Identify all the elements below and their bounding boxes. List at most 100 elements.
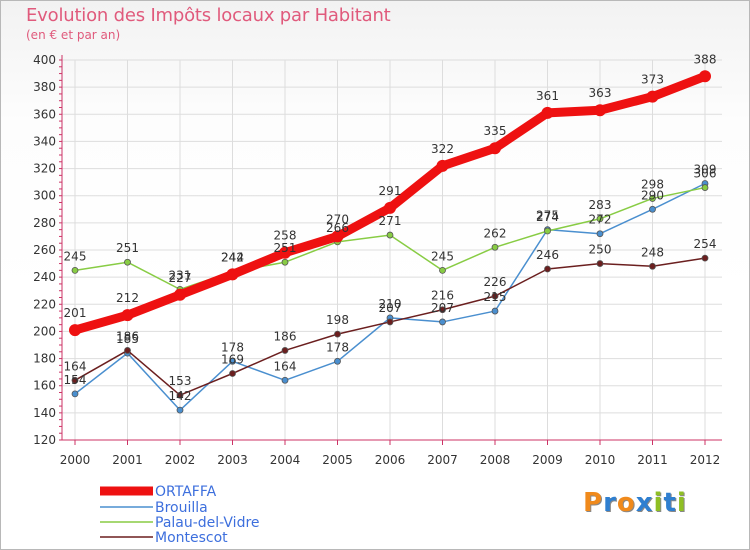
data-label-montescot: 248 [641, 245, 664, 259]
data-point-palau-del-vidre [281, 258, 289, 266]
x-tick-label: 2000 [60, 453, 91, 467]
data-label-palau-del-vidre: 271 [379, 214, 402, 228]
data-label-brouilla: 154 [64, 373, 87, 387]
data-label-montescot: 169 [221, 353, 244, 367]
data-point-montescot [176, 391, 184, 399]
logo-letter: t [663, 488, 677, 518]
data-label-ortaffa: 373 [641, 73, 664, 87]
x-tick-label: 2004 [270, 453, 301, 467]
data-point-ortaffa [489, 142, 501, 155]
data-point-brouilla [439, 318, 446, 326]
chart-subtitle: (en € et par an) [26, 28, 121, 42]
data-label-ortaffa: 258 [274, 229, 297, 243]
data-label-brouilla: 290 [641, 188, 664, 202]
data-point-palau-del-vidre [701, 184, 709, 191]
data-label-palau-del-vidre: 274 [536, 210, 559, 224]
data-label-ortaffa: 361 [536, 89, 559, 103]
data-label-montescot: 198 [326, 313, 349, 327]
y-tick-label: 340 [33, 134, 56, 148]
data-label-brouilla: 309 [694, 163, 717, 177]
data-point-ortaffa [384, 201, 396, 214]
x-tick-label: 2011 [637, 453, 668, 467]
data-label-ortaffa: 322 [431, 142, 454, 156]
data-label-palau-del-vidre: 245 [64, 249, 87, 263]
chart-title: Evolution des Impôts locaux par Habitant [26, 5, 391, 26]
y-tick-label: 200 [33, 324, 56, 338]
data-point-ortaffa [174, 288, 186, 301]
data-point-montescot [334, 330, 341, 338]
data-point-ortaffa [279, 246, 291, 259]
data-label-brouilla: 178 [326, 340, 349, 354]
data-point-brouilla [334, 357, 341, 365]
data-point-montescot [386, 318, 394, 326]
axes: 120 140 160 180 200 220 240 260 280 300 320 340 360 3… [33, 53, 722, 467]
x-tick-label: 2007 [427, 453, 458, 467]
data-point-palau-del-vidre [71, 266, 79, 274]
y-tick-label: 240 [33, 270, 56, 284]
data-label-ortaffa: 335 [484, 124, 507, 138]
x-tick-label: 2003 [217, 453, 248, 467]
data-label-montescot: 250 [589, 243, 612, 257]
data-point-ortaffa [646, 90, 659, 103]
series-lines [69, 70, 711, 414]
data-point-montescot [439, 306, 446, 314]
data-label-montescot: 254 [694, 237, 717, 251]
data-label-palau-del-vidre: 251 [274, 241, 297, 255]
data-label-brouilla: 272 [589, 213, 612, 227]
data-label-montescot: 246 [536, 248, 559, 262]
data-label-brouilla: 275 [536, 209, 559, 223]
legend-label-ortaffa: ORTAFFA [155, 484, 217, 500]
x-tick-label: 2012 [690, 453, 721, 467]
data-point-brouilla [649, 205, 656, 213]
logo-letter: i [676, 488, 687, 518]
data-point-palau-del-vidre [544, 227, 551, 235]
data-point-ortaffa [121, 309, 134, 322]
data-point-ortaffa [226, 268, 239, 281]
data-label-ortaffa: 227 [169, 271, 192, 285]
y-tick-label: 300 [33, 189, 56, 203]
data-label-brouilla: 178 [221, 340, 244, 354]
logo-letter: P [583, 488, 604, 518]
legend-label-palau-del-vidre: Palau-del-Vidre [155, 515, 260, 531]
data-point-palau-del-vidre [124, 258, 131, 266]
data-point-montescot [71, 376, 79, 384]
x-tick-label: 2005 [322, 453, 353, 467]
legend-label-brouilla: Brouilla [155, 500, 208, 516]
data-label-ortaffa: 363 [589, 86, 612, 100]
y-tick-label: 360 [33, 107, 56, 121]
gridlines [62, 59, 722, 440]
x-tick-label: 2008 [480, 453, 511, 467]
data-point-brouilla [176, 406, 184, 414]
data-point-ortaffa [699, 70, 711, 83]
data-label-montescot: 186 [274, 329, 297, 343]
y-tick-label: 280 [33, 216, 56, 230]
data-point-montescot [701, 254, 709, 262]
data-point-ortaffa [436, 159, 449, 172]
y-tick-label: 120 [33, 433, 56, 447]
data-label-ortaffa: 291 [379, 184, 402, 198]
data-point-palau-del-vidre [596, 215, 604, 223]
y-tick-label: 320 [33, 162, 56, 176]
data-point-palau-del-vidre [439, 266, 446, 274]
data-label-ortaffa: 212 [116, 291, 139, 305]
data-label-brouilla: 210 [379, 297, 402, 311]
data-labels: 201 212 227 242 258 270 291 322 335 361 363 373 388 1… [64, 52, 717, 403]
data-point-brouilla [281, 376, 289, 384]
data-point-palau-del-vidre [649, 195, 656, 202]
proxiti-logo: Proxiti [583, 488, 687, 518]
data-label-palau-del-vidre: 244 [221, 251, 244, 265]
data-label-palau-del-vidre: 298 [641, 177, 664, 191]
data-label-ortaffa: 388 [694, 52, 717, 66]
y-tick-label: 260 [33, 243, 56, 257]
data-point-ortaffa [69, 324, 81, 337]
data-label-brouilla: 207 [431, 301, 454, 315]
data-point-ortaffa [594, 104, 606, 117]
data-label-brouilla: 142 [169, 389, 192, 403]
data-label-montescot: 164 [64, 359, 87, 373]
data-label-palau-del-vidre: 262 [484, 226, 507, 240]
x-tick-label: 2006 [375, 453, 406, 467]
data-point-palau-del-vidre [491, 243, 499, 251]
